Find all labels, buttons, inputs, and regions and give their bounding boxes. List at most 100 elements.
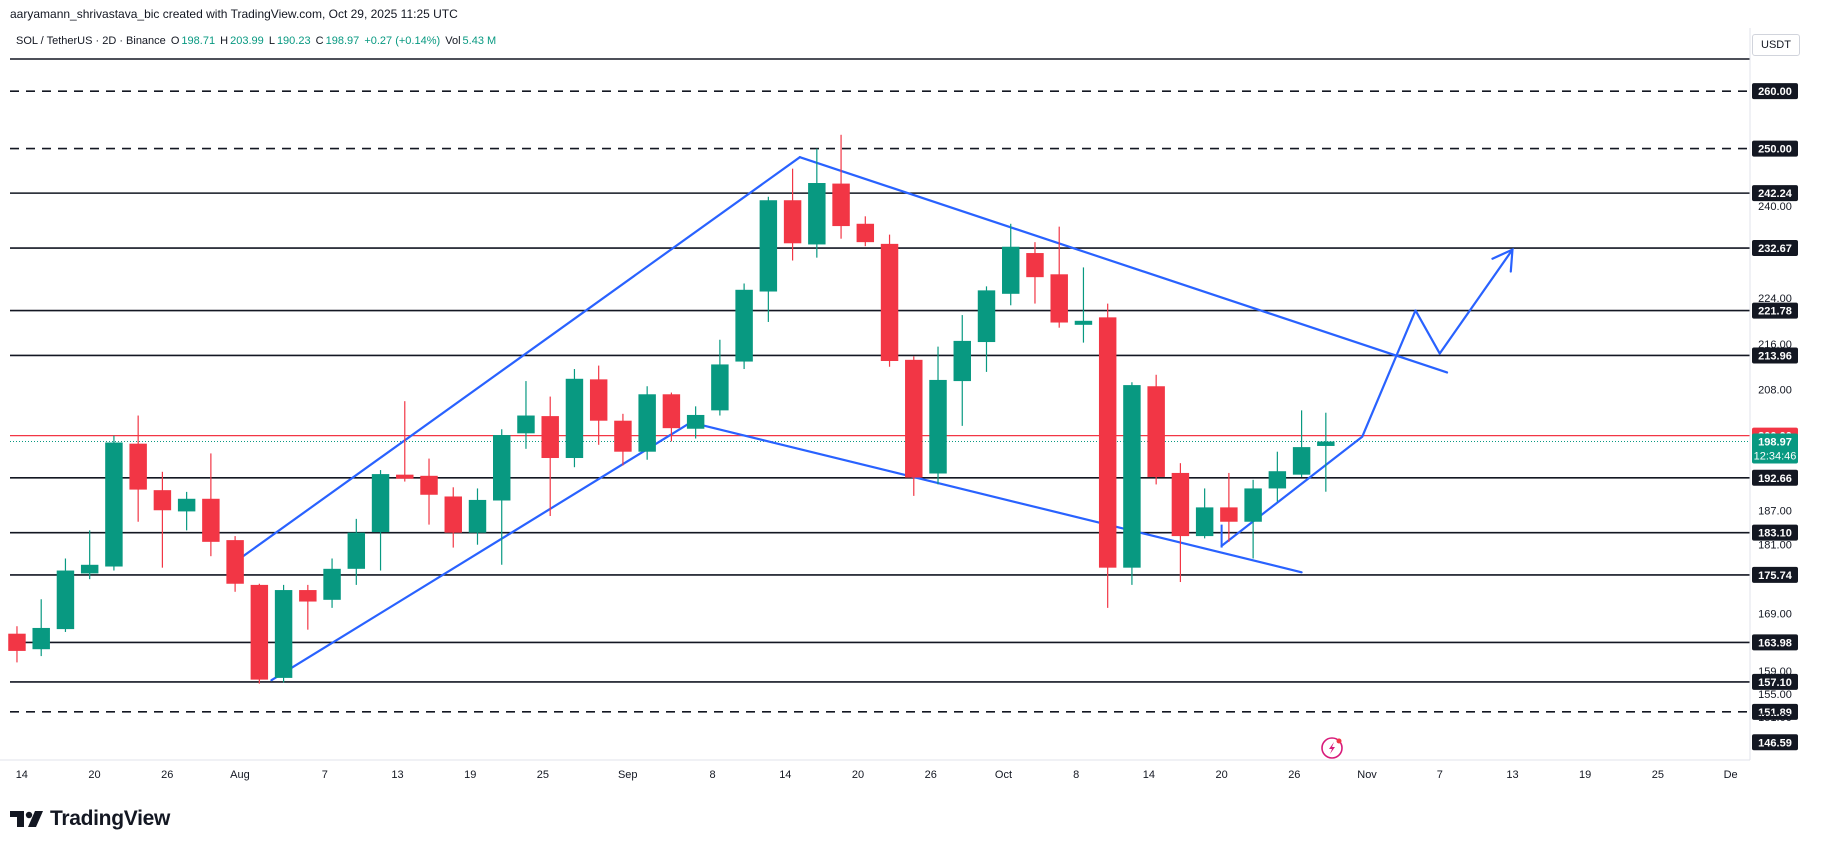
high-value: 203.99 <box>230 35 264 47</box>
candle-body <box>856 223 875 243</box>
candle-body <box>299 590 317 602</box>
candle-body <box>614 420 632 452</box>
candle <box>1002 223 1020 306</box>
tradingview-logo-icon <box>10 811 43 827</box>
candle <box>759 196 778 322</box>
y-tick-label: 151.00 <box>1758 712 1792 724</box>
candle-body <box>1123 385 1141 568</box>
candle <box>905 356 923 496</box>
candle <box>468 488 487 545</box>
candle-body <box>444 496 462 533</box>
candle-body <box>1026 253 1044 278</box>
candle <box>396 401 414 482</box>
open-label: O <box>170 35 180 47</box>
candle-body <box>565 378 584 459</box>
candle <box>129 415 147 522</box>
candle-body <box>8 633 26 651</box>
candle <box>929 346 947 485</box>
candle <box>1220 472 1238 542</box>
x-tick-label: Sep <box>618 769 638 781</box>
x-tick-label: 26 <box>1288 769 1300 781</box>
projection-path <box>1220 248 1514 547</box>
candle <box>783 168 802 261</box>
candles <box>8 134 1335 684</box>
x-tick-label: 26 <box>925 769 937 781</box>
candle <box>1171 463 1190 583</box>
trend-line <box>798 156 1449 374</box>
x-tick-label: 7 <box>322 769 328 781</box>
level-label: 232.67 <box>1758 243 1792 255</box>
candle <box>105 435 123 571</box>
x-tick-label: 20 <box>1215 769 1227 781</box>
brand-name: TradingView <box>50 807 171 830</box>
volume-label: Vol <box>445 35 461 47</box>
currency-button[interactable]: USDT <box>1752 34 1800 56</box>
x-tick-label: Nov <box>1357 769 1377 781</box>
tradingview-logo[interactable]: TradingView <box>10 807 170 831</box>
level-label: 157.10 <box>1758 677 1792 689</box>
x-tick-label: 20 <box>852 769 864 781</box>
trend-line <box>234 156 801 564</box>
candle-body <box>177 498 196 512</box>
candle-body <box>420 475 438 495</box>
level-label-box <box>1752 347 1798 364</box>
candle-body <box>929 379 947 474</box>
candle-body <box>493 435 511 501</box>
y-tick-label: 240.00 <box>1758 201 1792 213</box>
candle-body <box>468 499 487 533</box>
candle-body <box>250 584 269 680</box>
candle <box>856 216 875 247</box>
candle-body <box>153 490 172 511</box>
level-label-box <box>1752 634 1798 651</box>
trend-annotations <box>234 156 1514 682</box>
last-price-label: 198.97 <box>1758 437 1792 449</box>
candle <box>1268 451 1287 502</box>
level-label-box <box>1752 240 1798 257</box>
level-label-box <box>1752 185 1798 202</box>
candle-body <box>541 416 559 459</box>
candle-body <box>1220 507 1238 522</box>
low-value: 190.23 <box>276 35 311 47</box>
level-label-box <box>1752 302 1798 319</box>
candle-body <box>56 570 75 630</box>
x-tick-label: 19 <box>1579 769 1591 781</box>
candle-body <box>1244 488 1262 522</box>
candle-body <box>662 394 681 429</box>
level-label: 213.96 <box>1758 350 1792 362</box>
candle <box>977 286 996 372</box>
candle-body <box>32 627 50 650</box>
candle-body <box>1195 507 1214 537</box>
candle-body <box>105 442 123 567</box>
candle <box>1050 226 1068 328</box>
candle <box>517 381 535 449</box>
symbol-pair: SOL / TetherUS · 2D · Binance <box>16 35 166 47</box>
level-label-box <box>1752 469 1798 486</box>
level-label: 260.00 <box>1758 86 1792 98</box>
candle-body <box>1050 274 1068 323</box>
level-label-box <box>1752 566 1798 583</box>
candle <box>1098 303 1117 608</box>
candle <box>1292 410 1311 477</box>
y-tick-label: 181.00 <box>1758 540 1792 552</box>
lightning-icon[interactable] <box>1321 737 1343 759</box>
candle-body <box>1268 471 1287 489</box>
y-tick-label: 187.00 <box>1758 505 1792 517</box>
level-label: 163.98 <box>1758 637 1792 649</box>
candle-body <box>80 564 99 574</box>
y-tick-label: 159.00 <box>1758 666 1792 678</box>
candle-body <box>589 379 608 421</box>
high-label: H <box>220 35 229 47</box>
candle <box>735 283 753 370</box>
candle <box>832 134 850 239</box>
candle <box>638 386 656 460</box>
x-tick-label: 13 <box>391 769 403 781</box>
x-tick-label: De <box>1724 769 1738 781</box>
candle <box>880 234 899 367</box>
candle-body <box>783 200 802 244</box>
level-label: 151.89 <box>1758 707 1792 719</box>
candle-body <box>808 183 826 245</box>
trend-line <box>270 421 692 682</box>
trend-line <box>689 421 1303 574</box>
